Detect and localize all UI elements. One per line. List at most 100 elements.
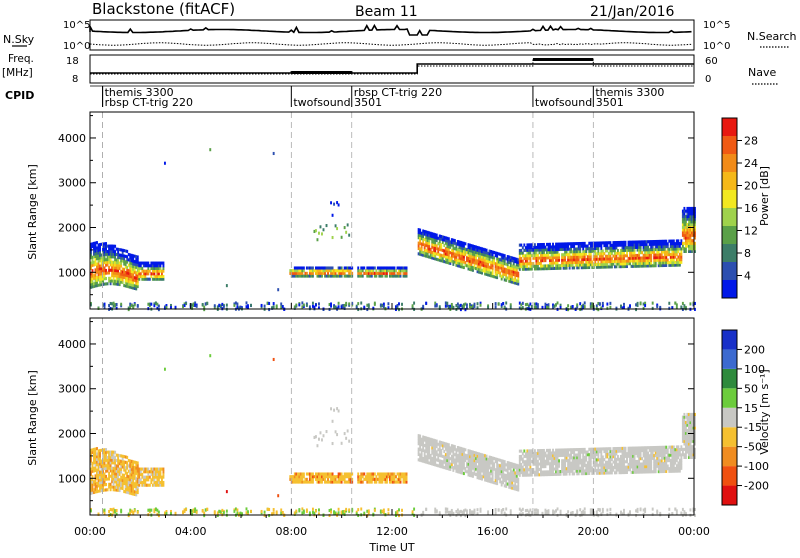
power-echo-cell: [422, 305, 424, 308]
power-echo-cell: [138, 270, 140, 273]
power-echo-cell: [140, 264, 142, 267]
velocity-echo-cell: [486, 455, 488, 458]
power-echo-cell: [413, 302, 415, 305]
velocity-echo-cell: [436, 440, 438, 443]
velocity-echo-cell: [110, 488, 112, 491]
power-echo-cell: [158, 305, 160, 308]
velocity-echo-cell: [572, 470, 574, 473]
power-echo-cell: [348, 302, 350, 305]
velocity-echo-cell: [336, 433, 338, 436]
power-echo-cell: [673, 258, 675, 261]
power-echo-cell: [579, 247, 581, 250]
velocity-echo-cell: [517, 478, 519, 481]
power-echo-cell: [585, 250, 587, 253]
power-echo-cell: [110, 277, 112, 280]
velocity-echo-cell: [273, 358, 275, 361]
velocity-echo-cell: [312, 478, 314, 481]
power-echo-cell: [609, 241, 611, 244]
power-echo-cell: [344, 226, 346, 229]
velocity-echo-cell: [246, 507, 248, 510]
nave-alt-band: [533, 58, 593, 61]
power-echo-cell: [110, 258, 112, 261]
velocity-echo-cell: [517, 486, 519, 489]
velocity-echo-cell: [147, 468, 149, 471]
velocity-echo-cell: [137, 511, 139, 514]
velocity-echo-cell: [147, 473, 149, 476]
velocity-echo-cell: [421, 454, 423, 457]
velocity-echo-cell: [122, 487, 124, 490]
velocity-echo-cell: [496, 482, 498, 485]
velocity-echo-cell: [492, 473, 494, 476]
velocity-echo-cell: [153, 478, 155, 481]
power-echo-cell: [641, 251, 643, 254]
power-echo-cell: [341, 266, 343, 269]
power-echo-cell: [330, 305, 332, 308]
power-echo-cell: [557, 261, 559, 264]
power-echo-cell: [582, 261, 584, 264]
power-echo-cell: [360, 272, 362, 275]
power-echo-cell: [685, 220, 687, 223]
power-echo-cell: [588, 266, 590, 269]
power-echo-cell: [162, 267, 164, 270]
power-guides: [103, 112, 594, 309]
velocity-echo-cell: [312, 481, 314, 484]
power-echo-cell: [579, 250, 581, 253]
velocity-echo-cell: [406, 478, 408, 481]
velocity-echo-cell: [306, 478, 308, 481]
power-echo-cell: [268, 302, 270, 305]
power-echo-cell: [587, 244, 589, 247]
velocity-echo-cell: [330, 407, 332, 410]
velocity-echo-cell: [348, 508, 350, 511]
power-echo-cell: [594, 250, 596, 253]
power-echo-cell: [594, 260, 596, 263]
power-echo-cell: [332, 266, 334, 269]
velocity-echo-cell: [335, 430, 337, 433]
velocity-echo-cell: [406, 475, 408, 478]
power-echo-cell: [634, 249, 636, 252]
velocity-echo-cell: [116, 509, 118, 512]
velocity-echo-cell: [120, 470, 122, 473]
power-echo-cell: [573, 245, 575, 248]
velocity-echo-cell: [480, 510, 482, 513]
power-echo-cell: [140, 272, 142, 275]
velocity-echo-cell: [502, 508, 504, 511]
power-echo-cell: [572, 305, 574, 308]
velocity-echo-cell: [371, 481, 373, 484]
power-echo-cell: [545, 259, 547, 262]
power-echo-cell: [498, 303, 500, 306]
velocity-echo-cell: [517, 488, 519, 491]
power-echo-cell: [153, 272, 155, 275]
power-echoes: [90, 148, 696, 311]
velocity-echo-cell: [545, 465, 547, 468]
y-tick-label: 2000: [58, 222, 86, 235]
velocity-echo-cell: [335, 478, 337, 481]
power-echo-cell: [341, 275, 343, 278]
power-echo-cell: [673, 239, 675, 242]
velocity-echo-cell: [147, 478, 149, 481]
velocity-echo-cell: [570, 454, 572, 457]
power-echo-cell: [147, 267, 149, 270]
cpid-label-item: themis 3300: [595, 86, 664, 99]
velocity-echo-cell: [209, 354, 211, 357]
velocity-echo-cell: [332, 472, 334, 475]
velocity-echo-cell: [158, 478, 160, 481]
velocity-echo-cell: [395, 475, 397, 478]
velocity-echo-cell: [295, 510, 297, 513]
power-echo-cell: [656, 305, 658, 308]
velocity-echo-cell: [566, 456, 568, 459]
power-echo-cell: [161, 272, 163, 275]
power-echo-cell: [634, 251, 636, 254]
power-echo-cell: [419, 229, 421, 232]
power-echo-cell: [196, 305, 198, 308]
power-echo-cell: [626, 251, 628, 254]
power-echo-cell: [584, 305, 586, 308]
power-echo-cell: [680, 250, 682, 253]
velocity-echo-cell: [474, 511, 476, 514]
power-echo-cell: [529, 259, 531, 262]
cpid-label-item: rbsp CT-trig 220: [105, 96, 193, 109]
power-echo-cell: [540, 262, 542, 265]
power-y-label: Slant Range [km]: [26, 164, 39, 260]
power-echo-cell: [611, 257, 613, 260]
power-echo-cell: [137, 258, 139, 261]
power-echo-cell: [108, 271, 110, 274]
